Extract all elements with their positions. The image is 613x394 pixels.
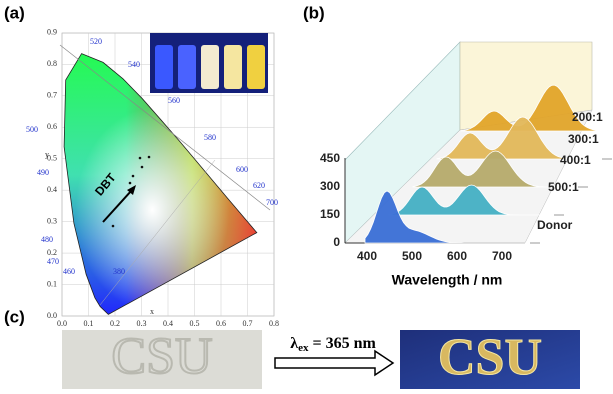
x-axis-label: x [150, 307, 154, 316]
vial [247, 45, 265, 89]
figure: (a) (b) (c) DBT [0, 0, 613, 389]
y-tick-label: 0.7 [47, 91, 57, 100]
x-tick-label: 0.5 [190, 319, 200, 328]
x-tick-label: 700 [492, 249, 512, 263]
wavelength-label: 620 [253, 181, 265, 190]
y-tick-label: 300 [320, 179, 340, 193]
vial [178, 45, 196, 89]
y-tick-label: 0.9 [47, 28, 57, 37]
y-tick-label: 0.1 [47, 279, 57, 288]
x-tick-label: 0.7 [243, 319, 253, 328]
x-tick-label: 0.2 [110, 319, 120, 328]
wavelength-label: 560 [168, 96, 180, 105]
sample-text: CSU [438, 329, 542, 386]
panel-label: (b) [303, 3, 325, 22]
series-label: Donor [537, 218, 573, 232]
y-axis-label: y [45, 150, 49, 159]
y-tick-label: 0.2 [47, 248, 57, 257]
y-tick-label: 0.8 [47, 59, 57, 68]
wavelength-label: 480 [41, 235, 53, 244]
excitation-label: λex= 365 nm [290, 335, 376, 354]
point [141, 166, 144, 169]
photos: CSU CSU λex= 365 nm [62, 328, 580, 389]
x-tick-label: 600 [447, 249, 467, 263]
wavelength-label: 500 [26, 125, 38, 134]
point [148, 156, 151, 159]
series-label: 300:1 [568, 132, 599, 146]
x-tick-label: 0.1 [84, 319, 94, 328]
wavelength-label: 580 [204, 133, 216, 142]
y-tick-label: 0.3 [47, 216, 57, 225]
y-tick-label: 450 [320, 151, 340, 165]
y-tick-label: 0.0 [47, 311, 57, 320]
point [132, 175, 135, 178]
vial [224, 45, 242, 89]
wavelength-label: 600 [236, 165, 248, 174]
y-tick-label: 0 [333, 235, 340, 249]
waterfall-plot: Wavelength / nm 0 150 300 450 400 500 600 700 20… [320, 42, 613, 288]
x-tick-label: 400 [357, 249, 377, 263]
wavelength-label: 380 [113, 267, 125, 276]
arrow [275, 351, 393, 375]
panel-label: (c) [4, 307, 25, 326]
cie-diagram: DBT [60, 30, 280, 320]
wavelength-label: 540 [128, 60, 140, 69]
y-tick-label: 150 [320, 207, 340, 221]
x-tick-label: 0.6 [216, 319, 226, 328]
x-tick-label: 0.3 [137, 319, 147, 328]
point [139, 157, 142, 160]
x-tick-label: 0.8 [269, 319, 279, 328]
x-tick-label: 0.0 [57, 319, 67, 328]
wavelength-label: 470 [47, 257, 59, 266]
series-label: 400:1 [560, 153, 591, 167]
wavelength-label: 490 [37, 168, 49, 177]
inset-photo [150, 33, 268, 93]
symbol: λ [290, 335, 298, 352]
x-axis-label: Wavelength / nm [392, 272, 503, 288]
vial [201, 45, 219, 89]
wavelength-label: 700 [266, 198, 278, 207]
y-tick-label: 0.6 [47, 122, 57, 131]
x-tick-label: 500 [402, 249, 422, 263]
series-label: 200:1 [572, 110, 603, 124]
point [112, 225, 115, 228]
wavelength-label: 460 [63, 267, 75, 276]
subscript: ex [298, 342, 309, 354]
y-tick-label: 0.4 [47, 185, 57, 194]
vial [155, 45, 173, 89]
rest: = 365 nm [312, 335, 376, 352]
wavelength-label: 520 [90, 37, 102, 46]
series-label: 500:1 [548, 180, 579, 194]
sample-text: CSU [111, 328, 212, 385]
point [129, 182, 132, 185]
x-tick-label: 0.4 [163, 319, 173, 328]
panel-label: (a) [4, 3, 25, 22]
